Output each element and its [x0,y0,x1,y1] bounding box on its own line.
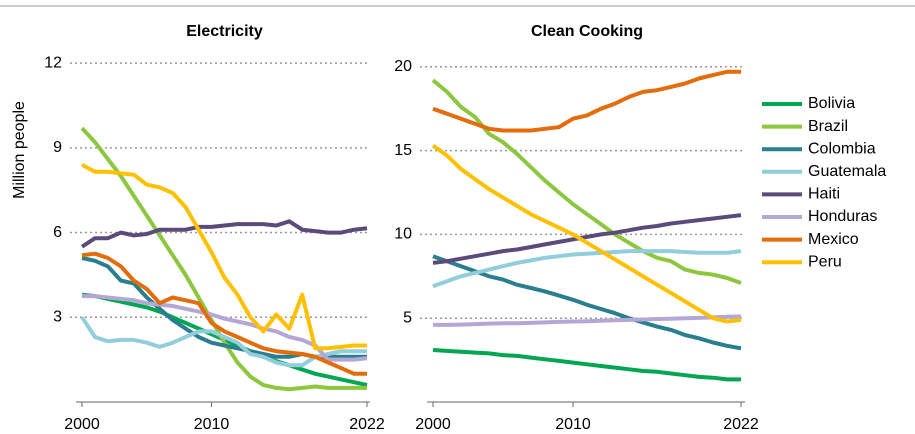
legend-label: Colombia [808,140,876,157]
legend-label: Honduras [808,208,877,225]
series-line [432,249,742,289]
chart-title: Clean Cooking [531,23,643,40]
series-line [80,126,367,392]
y-tick-label: 3 [53,308,62,325]
series-line [432,348,741,382]
x-tick-label: 2010 [194,416,230,433]
x-tick-label: 2000 [415,416,451,433]
y-tick-label: 12 [44,54,62,71]
series-line [433,314,742,327]
y-tick-label: 9 [53,139,62,156]
y-tick-label: 6 [53,224,62,241]
legend-label: Haiti [808,186,840,203]
series-line [432,69,741,133]
legend-label: Mexico [808,231,859,248]
series-line [80,219,368,249]
legend-label: Bolivia [808,95,855,112]
x-tick-label: 2022 [723,416,759,433]
x-tick-label: 2022 [349,416,385,433]
series-line [431,143,742,324]
y-axis-label: Million people [11,101,28,199]
series-line [432,254,742,351]
series-line [81,163,367,351]
y-tick-label: 5 [403,309,412,326]
x-tick-label: 2000 [64,416,100,433]
y-tick-label: 10 [394,226,412,243]
y-tick-label: 15 [394,142,412,159]
legend-label: Brazil [808,118,848,135]
chart-title: Electricity [186,23,263,40]
y-tick-label: 20 [394,58,412,75]
series-line [432,213,742,265]
series-line [81,251,367,376]
legend-label: Guatemala [808,163,886,180]
series-line [80,316,367,368]
legend-label: Peru [808,253,842,270]
x-tick-label: 2010 [555,416,591,433]
